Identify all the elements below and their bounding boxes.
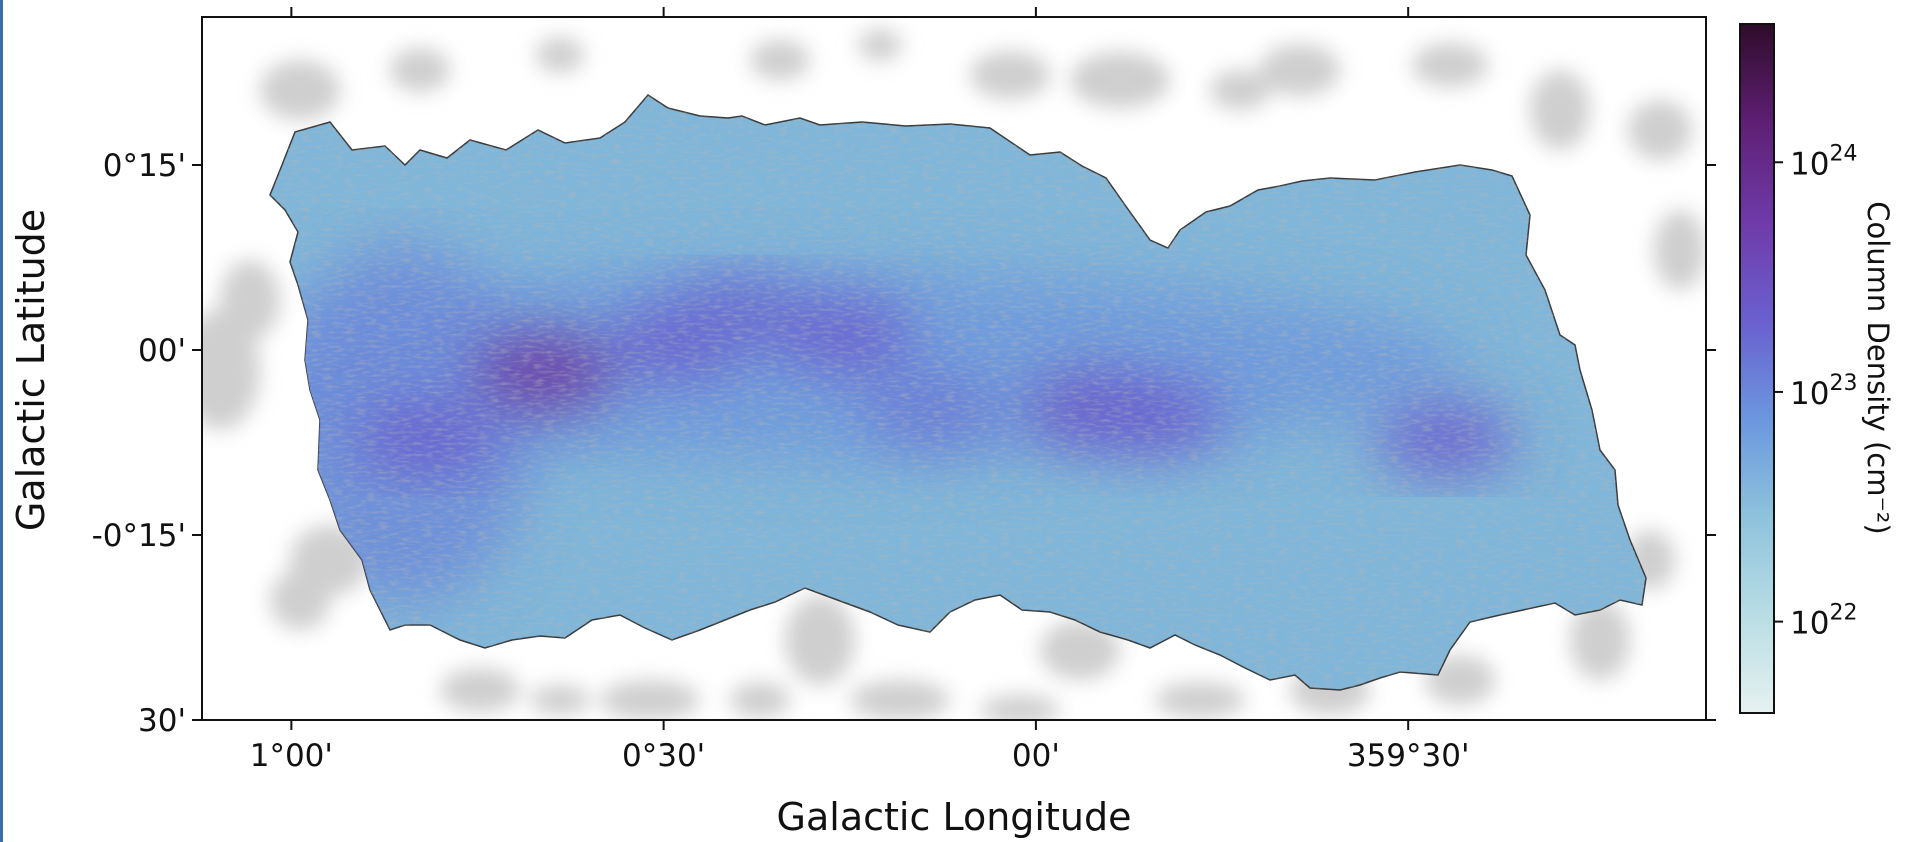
field-texture bbox=[270, 95, 1646, 690]
colorbar-ticks: 1022 1023 1024 bbox=[1774, 141, 1857, 642]
y-axis-label: Galactic Latitude bbox=[9, 209, 53, 531]
background-blob bbox=[785, 595, 855, 685]
colorbar-label: Column Density (cm⁻²) bbox=[1861, 201, 1895, 535]
colorbar-tick-label: 1024 bbox=[1790, 141, 1857, 182]
background-blob bbox=[980, 695, 1060, 720]
background-blob bbox=[260, 60, 340, 120]
background-blob bbox=[970, 51, 1050, 99]
x-axis-label: Galactic Longitude bbox=[777, 795, 1132, 839]
background-blob bbox=[730, 682, 790, 718]
x-axis-ticks: 1°00' 0°30' 00' 359°30' bbox=[250, 7, 1470, 774]
background-blob bbox=[1425, 655, 1495, 705]
background-blob bbox=[850, 680, 950, 720]
background-blob bbox=[1210, 70, 1270, 110]
colorbar-tick-label: 1022 bbox=[1790, 601, 1857, 642]
x-tick-label: 1°00' bbox=[250, 738, 333, 774]
y-axis-ticks: 0°15' 00' -0°15' 30' bbox=[92, 148, 1716, 739]
background-blob bbox=[1570, 600, 1630, 680]
background-blob bbox=[1040, 620, 1120, 680]
background-blob bbox=[202, 310, 260, 430]
y-tick-label: 00' bbox=[138, 333, 186, 369]
colorbar-gradient bbox=[1739, 23, 1775, 714]
background-blob bbox=[1628, 100, 1692, 160]
background-blob bbox=[530, 685, 590, 715]
background-blob bbox=[858, 29, 902, 61]
background-blob bbox=[1654, 210, 1706, 290]
plot-area bbox=[202, 17, 1706, 720]
background-blob bbox=[1260, 44, 1340, 96]
figure-edge-line bbox=[0, 0, 3, 842]
background-blob bbox=[1412, 43, 1488, 87]
background-blob bbox=[1070, 52, 1170, 108]
background-blob bbox=[1155, 682, 1245, 718]
background-blob bbox=[1530, 70, 1590, 150]
background-blob bbox=[390, 48, 450, 92]
background-blob bbox=[750, 40, 810, 80]
background-blob bbox=[220, 260, 280, 340]
colorbar: 1022 1023 1024 Column Density (cm⁻²) bbox=[1739, 23, 1895, 714]
x-tick-label: 0°30' bbox=[622, 738, 705, 774]
colorbar-tick-label: 1023 bbox=[1790, 371, 1857, 412]
background-blob bbox=[536, 37, 584, 73]
plot-frame bbox=[201, 16, 1707, 721]
y-tick-label: -0°15' bbox=[92, 518, 186, 554]
y-tick-label: 30' bbox=[138, 703, 186, 739]
x-tick-label: 359°30' bbox=[1347, 738, 1470, 774]
background-blob bbox=[270, 570, 330, 630]
y-tick-label: 0°15' bbox=[103, 148, 186, 184]
background-blob bbox=[600, 680, 700, 720]
background-blob bbox=[440, 668, 520, 712]
x-tick-label: 00' bbox=[1012, 738, 1060, 774]
